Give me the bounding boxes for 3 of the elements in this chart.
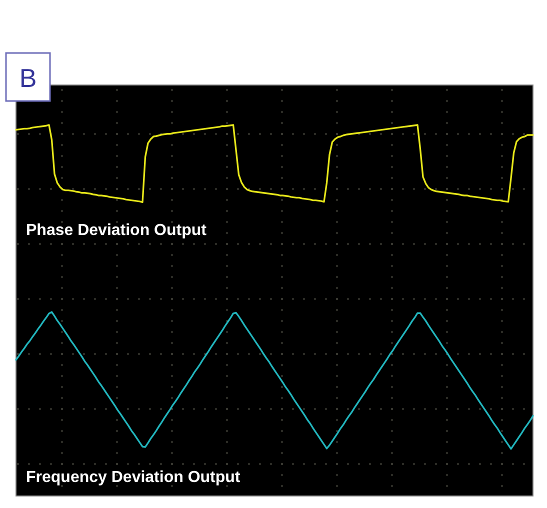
text: Phase Deviation Output [26, 222, 208, 240]
chart-title: B [19, 63, 37, 93]
text: Frequency Deviation Output [26, 468, 241, 486]
